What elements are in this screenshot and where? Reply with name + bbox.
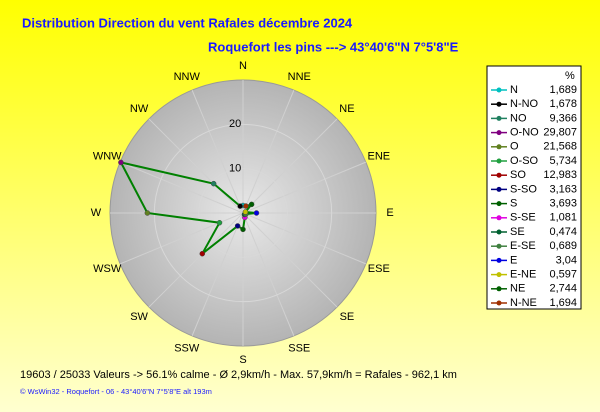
wind-marker — [144, 210, 151, 216]
legend-swatch — [496, 215, 502, 221]
legend-box — [486, 65, 582, 310]
legend-name: E-NE — [510, 269, 536, 281]
legend-name: SO — [510, 169, 526, 181]
spoke — [242, 161, 367, 214]
legend-name: NE — [510, 283, 525, 295]
legend-value: 2,744 — [549, 283, 577, 295]
direction-label: NE — [339, 103, 354, 115]
wind-marker — [199, 250, 206, 257]
legend-swatch — [496, 144, 502, 150]
direction-label: ENE — [367, 151, 390, 163]
legend-name: E-SE — [510, 240, 536, 252]
legend-value: 3,04 — [556, 254, 577, 266]
direction-label: NNE — [288, 71, 311, 83]
legend-swatch — [496, 300, 502, 306]
legend-swatch — [496, 229, 502, 235]
wind-marker — [216, 219, 223, 226]
direction-label: WSW — [93, 263, 122, 275]
wind-marker — [248, 201, 255, 208]
spoke — [242, 212, 295, 337]
legend-value: 29,807 — [543, 127, 577, 139]
credit: © WsWin32 - Roquefort - 06 - 43°40'6"N 7… — [20, 387, 212, 396]
legend-name: E — [510, 254, 517, 266]
wind-marker — [234, 223, 241, 229]
legend-swatch — [496, 115, 502, 121]
wind-marker — [242, 209, 249, 215]
wind-marker — [237, 203, 243, 209]
legend-value: 3,163 — [549, 183, 577, 195]
legend-value: 21,568 — [543, 141, 577, 153]
legend-swatch — [496, 172, 502, 178]
legend-swatch — [496, 158, 502, 164]
direction-label: SSW — [174, 343, 200, 355]
direction-label: SE — [340, 311, 355, 323]
spoke — [148, 212, 244, 308]
direction-label: N — [239, 60, 247, 72]
direction-label: SSE — [288, 343, 310, 355]
wind-marker — [253, 210, 260, 216]
legend-swatch — [496, 130, 502, 136]
wind-marker — [243, 203, 249, 209]
legend-name: N — [510, 84, 518, 96]
spoke — [191, 89, 244, 214]
legend-name: S-SO — [510, 183, 537, 195]
legend-name: O-NO — [510, 127, 539, 139]
legend-name: O-SO — [510, 155, 539, 167]
legend-swatch — [496, 87, 502, 93]
legend-name: S — [510, 198, 517, 210]
direction-label: W — [91, 207, 102, 219]
legend-name: N-NO — [510, 98, 539, 110]
legend-name: N-NE — [510, 297, 537, 309]
wind-marker — [210, 180, 217, 187]
direction-label: NW — [130, 103, 149, 115]
chart-subtitle: Roquefort les pins ---> 43°40'6"N 7°5'8"… — [208, 39, 459, 54]
legend-value: 0,597 — [549, 269, 577, 281]
grid-ring — [198, 168, 288, 258]
footer: 19603 / 25033 Valeurs -> 56.1% calme - Ø… — [20, 369, 457, 381]
r-tick-label: 20 — [229, 118, 241, 130]
legend-name: NO — [510, 112, 527, 124]
legend-name: SE — [510, 226, 525, 238]
direction-label: SW — [130, 311, 148, 323]
legend-value: 3,693 — [549, 198, 577, 210]
legend-name: S-SE — [510, 212, 536, 224]
legend-value: 1,689 — [549, 84, 577, 96]
legend-name: O — [510, 141, 519, 153]
legend-swatch — [496, 286, 502, 292]
legend-swatch — [496, 243, 502, 249]
legend-value: 0,689 — [549, 240, 577, 252]
direction-label: NNW — [174, 71, 201, 83]
direction-label: ESE — [368, 263, 390, 275]
spoke — [242, 212, 367, 265]
spoke — [119, 212, 244, 265]
spoke — [191, 212, 244, 337]
legend-value: 1,694 — [549, 297, 577, 309]
direction-label: WNW — [93, 151, 122, 163]
direction-label: S — [239, 354, 246, 366]
spoke — [119, 161, 244, 214]
legend-swatch — [496, 257, 502, 263]
legend-swatch — [496, 272, 502, 278]
direction-label: E — [386, 207, 393, 219]
legend-value: 1,678 — [549, 98, 577, 110]
legend-value: 12,983 — [543, 169, 577, 181]
legend-value: 1,081 — [549, 212, 577, 224]
spoke — [242, 118, 338, 214]
legend-swatch — [496, 201, 502, 207]
wind-marker — [240, 226, 246, 233]
r-tick-label: 10 — [229, 163, 241, 175]
spoke — [242, 89, 295, 214]
spoke — [242, 212, 338, 308]
legend-value: 0,474 — [549, 226, 577, 238]
chart-title: Distribution Direction du vent Rafales d… — [22, 15, 353, 30]
spoke — [148, 118, 244, 214]
wind-marker — [118, 159, 124, 166]
legend-value: 5,734 — [549, 155, 577, 167]
legend-header: % — [565, 70, 575, 82]
legend-value: 9,366 — [549, 112, 577, 124]
legend-swatch — [496, 101, 502, 107]
legend-swatch — [496, 186, 502, 192]
